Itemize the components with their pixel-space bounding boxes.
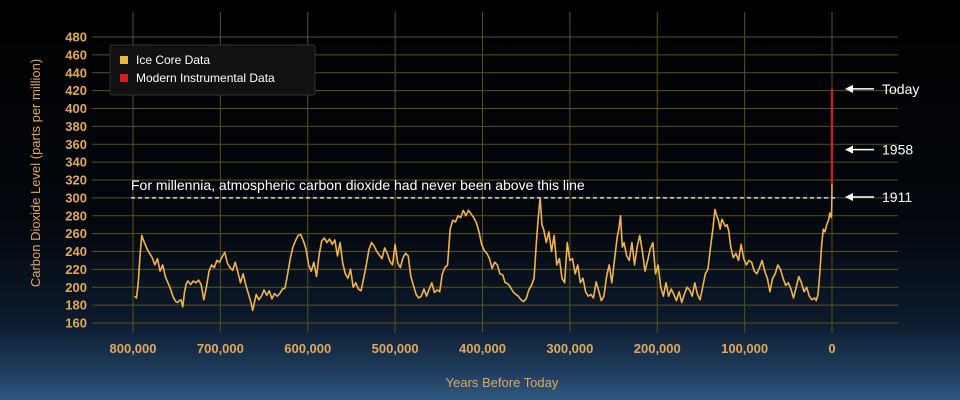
legend-box <box>109 44 316 96</box>
callouts: Today 1958 1911 <box>845 81 919 205</box>
y-tick-label: 440 <box>65 65 87 80</box>
x-axis-title: Years Before Today <box>446 375 559 390</box>
x-tick-label: 800,000 <box>110 341 157 356</box>
x-tick-label: 600,000 <box>284 341 331 356</box>
y-tick-label: 240 <box>65 244 87 259</box>
y-tick-label: 320 <box>65 173 87 188</box>
y-tick-label: 260 <box>65 226 87 241</box>
x-tick-label: 100,000 <box>721 341 768 356</box>
x-axis-ticks: 800,000 700,000 600,000 500,000 400,000 300,0… <box>110 341 836 356</box>
grid-lines <box>92 12 898 333</box>
legend: Ice Core Data Modern Instrumental Data <box>109 44 316 96</box>
data-series <box>134 88 834 312</box>
y-tick-label: 480 <box>65 30 87 45</box>
y-tick-label: 300 <box>65 190 87 205</box>
y-tick-label: 460 <box>65 47 87 62</box>
x-tick-label: 400,000 <box>459 341 506 356</box>
x-tick-label: 0 <box>828 341 835 356</box>
x-tick-label: 500,000 <box>372 341 419 356</box>
y-tick-label: 340 <box>65 155 87 170</box>
legend-label-instrumental: Modern Instrumental Data <box>136 71 275 85</box>
y-tick-label: 280 <box>65 208 87 223</box>
y-tick-label: 200 <box>65 280 87 295</box>
x-tick-label: 200,000 <box>634 341 681 356</box>
callout-arrow-head <box>845 145 853 154</box>
callout-label: Today <box>882 81 919 97</box>
x-tick-label: 300,000 <box>546 341 593 356</box>
y-axis-ticks: 160 180 200 220 240 260 280 300 320 340 360 380 400 4… <box>65 30 87 331</box>
y-tick-label: 220 <box>65 262 87 277</box>
legend-swatch-instrumental <box>120 74 128 82</box>
y-tick-label: 180 <box>65 298 87 313</box>
legend-label-ice-core: Ice Core Data <box>136 53 210 67</box>
legend-swatch-ice-core <box>120 56 128 64</box>
y-tick-label: 160 <box>65 316 87 331</box>
callout-label: 1911 <box>882 189 912 205</box>
y-tick-label: 400 <box>65 101 87 116</box>
ice-core-series-line <box>134 184 833 312</box>
y-tick-label: 380 <box>65 119 87 134</box>
callout-arrow-head <box>845 84 853 93</box>
y-tick-label: 360 <box>65 137 87 152</box>
y-tick-label: 420 <box>65 83 87 98</box>
y-axis-title: Carbon Dioxide Level (parts per million) <box>28 59 43 287</box>
x-tick-label: 700,000 <box>197 341 244 356</box>
reference-line-label: For millennia, atmospheric carbon dioxid… <box>131 177 585 193</box>
callout-arrow-head <box>845 192 853 201</box>
callout-label: 1958 <box>882 142 913 158</box>
